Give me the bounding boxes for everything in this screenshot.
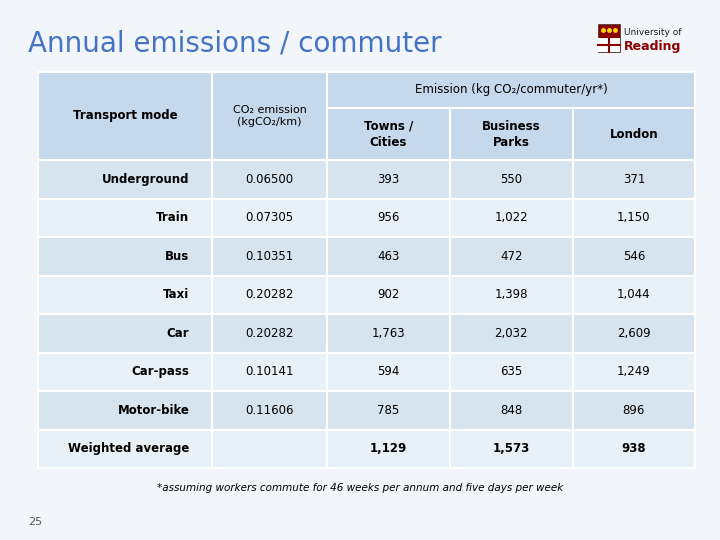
Bar <box>327 108 450 160</box>
Bar <box>450 275 573 314</box>
Text: 1,573: 1,573 <box>492 442 530 455</box>
Text: Car-pass: Car-pass <box>132 365 189 378</box>
Text: 0.06500: 0.06500 <box>246 173 294 186</box>
Bar <box>212 314 327 353</box>
Bar <box>212 160 327 199</box>
Bar <box>38 391 212 429</box>
Text: Taxi: Taxi <box>163 288 189 301</box>
Bar <box>327 72 695 108</box>
Text: 1,129: 1,129 <box>370 442 407 455</box>
Text: *assuming workers commute for 46 weeks per annum and five days per week: *assuming workers commute for 46 weeks p… <box>157 483 563 493</box>
Bar <box>327 353 450 391</box>
Text: Reading: Reading <box>624 40 681 53</box>
Bar <box>450 199 573 237</box>
Bar <box>327 429 450 468</box>
Text: Towns /
Cities: Towns / Cities <box>364 119 413 148</box>
Bar <box>450 108 573 160</box>
Bar <box>573 314 695 353</box>
Bar <box>38 237 212 275</box>
Text: 594: 594 <box>377 365 400 378</box>
Bar <box>327 199 450 237</box>
Text: 0.20282: 0.20282 <box>246 327 294 340</box>
Text: Car: Car <box>167 327 189 340</box>
Bar <box>450 237 573 275</box>
Text: Motor-bike: Motor-bike <box>117 404 189 417</box>
Bar <box>573 237 695 275</box>
Bar <box>212 275 327 314</box>
Text: Business
Parks: Business Parks <box>482 119 541 148</box>
Text: 472: 472 <box>500 249 523 263</box>
Text: CO₂ emission
(kgCO₂/km): CO₂ emission (kgCO₂/km) <box>233 105 307 127</box>
Bar <box>327 314 450 353</box>
Bar <box>327 391 450 429</box>
FancyBboxPatch shape <box>598 24 620 52</box>
Text: 0.10141: 0.10141 <box>246 365 294 378</box>
Bar <box>573 353 695 391</box>
Text: 938: 938 <box>621 442 647 455</box>
Bar <box>450 160 573 199</box>
Text: 1,022: 1,022 <box>495 211 528 224</box>
Text: 550: 550 <box>500 173 523 186</box>
Text: 546: 546 <box>623 249 645 263</box>
Bar <box>573 199 695 237</box>
Bar <box>327 237 450 275</box>
Bar <box>573 160 695 199</box>
Text: 0.07305: 0.07305 <box>246 211 294 224</box>
Bar <box>38 72 212 160</box>
Bar <box>450 429 573 468</box>
Bar <box>573 108 695 160</box>
Text: Train: Train <box>156 211 189 224</box>
Bar <box>450 353 573 391</box>
Text: Transport mode: Transport mode <box>73 110 177 123</box>
Bar <box>212 72 327 160</box>
Text: 848: 848 <box>500 404 523 417</box>
Bar <box>573 391 695 429</box>
Text: London: London <box>610 127 658 140</box>
Text: Underground: Underground <box>102 173 189 186</box>
Text: 0.20282: 0.20282 <box>246 288 294 301</box>
Text: 0.10351: 0.10351 <box>246 249 294 263</box>
FancyBboxPatch shape <box>598 38 620 52</box>
Text: Bus: Bus <box>165 249 189 263</box>
Text: 2,609: 2,609 <box>617 327 651 340</box>
Text: 463: 463 <box>377 249 400 263</box>
Text: 0.11606: 0.11606 <box>246 404 294 417</box>
Bar <box>212 199 327 237</box>
Text: 2,032: 2,032 <box>495 327 528 340</box>
Text: 25: 25 <box>28 517 42 527</box>
Bar <box>212 237 327 275</box>
Bar <box>38 429 212 468</box>
Bar <box>212 353 327 391</box>
Text: Weighted average: Weighted average <box>68 442 189 455</box>
Bar <box>573 275 695 314</box>
Text: Emission (kg CO₂/commuter/yr*): Emission (kg CO₂/commuter/yr*) <box>415 84 608 97</box>
Bar <box>38 160 212 199</box>
Bar <box>212 391 327 429</box>
Text: 902: 902 <box>377 288 400 301</box>
Text: Annual emissions / commuter: Annual emissions / commuter <box>28 30 441 58</box>
Text: 635: 635 <box>500 365 523 378</box>
Text: 785: 785 <box>377 404 400 417</box>
Text: 371: 371 <box>623 173 645 186</box>
Bar <box>38 199 212 237</box>
Bar <box>212 429 327 468</box>
Bar <box>38 275 212 314</box>
Bar <box>327 275 450 314</box>
Text: 1,150: 1,150 <box>617 211 651 224</box>
Text: 1,398: 1,398 <box>495 288 528 301</box>
Bar <box>450 391 573 429</box>
Bar <box>450 314 573 353</box>
Text: 1,763: 1,763 <box>372 327 405 340</box>
Bar <box>38 314 212 353</box>
Text: 1,044: 1,044 <box>617 288 651 301</box>
Bar <box>38 353 212 391</box>
Text: 393: 393 <box>377 173 400 186</box>
Text: 956: 956 <box>377 211 400 224</box>
Text: 1,249: 1,249 <box>617 365 651 378</box>
Text: University of: University of <box>624 28 682 37</box>
Text: 896: 896 <box>623 404 645 417</box>
Bar <box>327 160 450 199</box>
Bar <box>573 429 695 468</box>
